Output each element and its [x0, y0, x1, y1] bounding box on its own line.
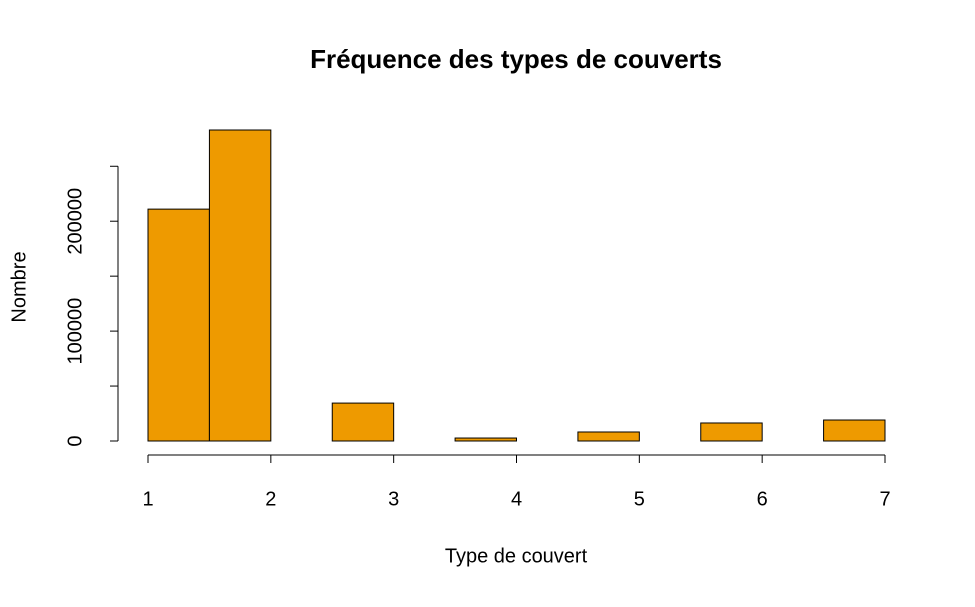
bar	[577, 431, 640, 442]
bar	[331, 402, 395, 442]
bar	[454, 437, 518, 442]
x-tick-label: 6	[757, 488, 768, 510]
bar	[147, 208, 210, 442]
bar	[700, 422, 763, 442]
y-tick-label: 200000	[64, 188, 86, 255]
x-tick-label: 2	[265, 488, 276, 510]
y-tick-label: 100000	[64, 298, 86, 365]
bar	[823, 419, 886, 442]
x-tick-label: 4	[511, 488, 522, 510]
x-tick-label: 5	[634, 488, 645, 510]
y-tick-label: 0	[64, 435, 86, 446]
bar	[208, 129, 272, 442]
x-tick-label: 7	[879, 488, 890, 510]
x-tick-label: 1	[142, 488, 153, 510]
x-axis-label: Type de couvert	[445, 545, 588, 567]
y-axis-label: Nombre	[8, 251, 30, 322]
chart-title: Fréquence des types de couverts	[310, 44, 722, 74]
x-tick-label: 3	[388, 488, 399, 510]
